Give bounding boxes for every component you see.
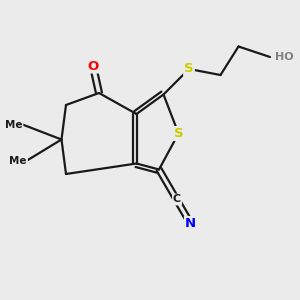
Text: HO: HO [274,52,293,62]
Text: C: C [173,194,181,205]
Text: N: N [185,217,196,230]
Text: Me: Me [10,155,27,166]
Text: Me: Me [5,119,22,130]
Text: S: S [174,127,183,140]
Text: S: S [184,62,194,76]
Text: O: O [87,59,99,73]
